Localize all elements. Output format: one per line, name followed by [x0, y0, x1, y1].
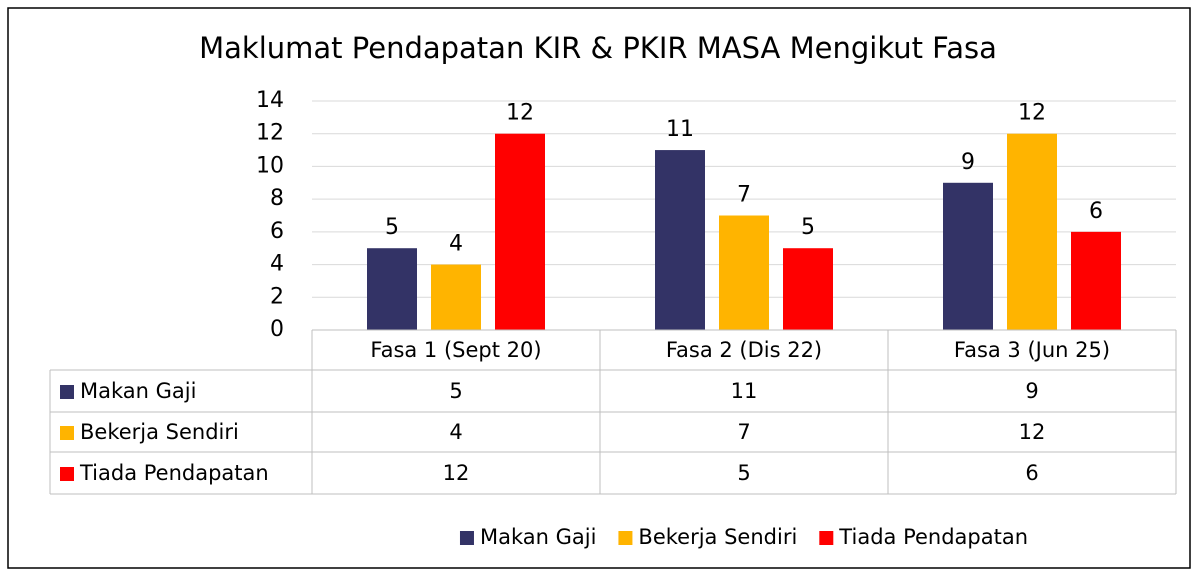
data-label: 11: [666, 117, 694, 142]
table-row-label: Tiada Pendapatan: [79, 461, 269, 485]
table-cell: 5: [449, 379, 462, 403]
chart-title: Maklumat Pendapatan KIR & PKIR MASA Meng…: [199, 31, 997, 65]
y-tick-label: 10: [256, 153, 284, 178]
data-label: 12: [506, 101, 534, 126]
table-legend-key: [60, 385, 74, 399]
table-legend-key: [60, 467, 74, 481]
x-tick-label: Fasa 1 (Sept 20): [370, 338, 541, 362]
table-cell: 11: [731, 379, 758, 403]
bar: [943, 182, 993, 330]
y-tick-label: 6: [270, 219, 284, 244]
table-row-label: Makan Gaji: [80, 379, 196, 403]
bar: [1071, 231, 1121, 330]
table-cell: 5: [737, 461, 750, 485]
data-label: 12: [1018, 101, 1046, 126]
data-label: 5: [801, 215, 815, 240]
bar: [1007, 133, 1057, 330]
y-tick-label: 4: [270, 252, 284, 277]
table-row-label: Bekerja Sendiri: [80, 420, 239, 444]
y-tick-label: 12: [256, 121, 284, 146]
bar: [783, 248, 833, 330]
table-cell: 6: [1025, 461, 1038, 485]
bar: [719, 215, 769, 330]
data-label: 9: [961, 150, 975, 175]
x-tick-label: Fasa 3 (Jun 25): [954, 338, 1110, 362]
bar: [495, 133, 545, 330]
bar: [367, 248, 417, 330]
bar: [655, 150, 705, 330]
table-cell: 12: [1019, 420, 1046, 444]
data-label: 4: [449, 232, 463, 257]
legend-key: [618, 531, 633, 545]
table-cell: 4: [449, 420, 462, 444]
table-cell: 9: [1025, 379, 1038, 403]
table-cell: 12: [443, 461, 470, 485]
table-legend-key: [60, 426, 74, 440]
legend: Makan Gaji Bekerja Sendiri Tiada Pendapata…: [459, 525, 1028, 549]
legend-label: Bekerja Sendiri: [638, 525, 797, 549]
legend-key: [459, 531, 474, 545]
legend-key: [819, 531, 834, 545]
bar: [431, 264, 481, 330]
table-cell: 7: [737, 420, 750, 444]
x-tick-label: Fasa 2 (Dis 22): [666, 338, 822, 362]
data-label: 5: [385, 215, 399, 240]
y-tick-label: 2: [270, 284, 284, 309]
y-tick-label: 0: [270, 317, 284, 342]
data-label: 6: [1089, 199, 1103, 224]
legend-label: Tiada Pendapatan: [838, 525, 1028, 549]
legend-label: Makan Gaji: [480, 525, 596, 549]
y-tick-label: 8: [270, 186, 284, 211]
data-label: 7: [737, 183, 751, 208]
y-tick-label: 14: [256, 88, 284, 113]
